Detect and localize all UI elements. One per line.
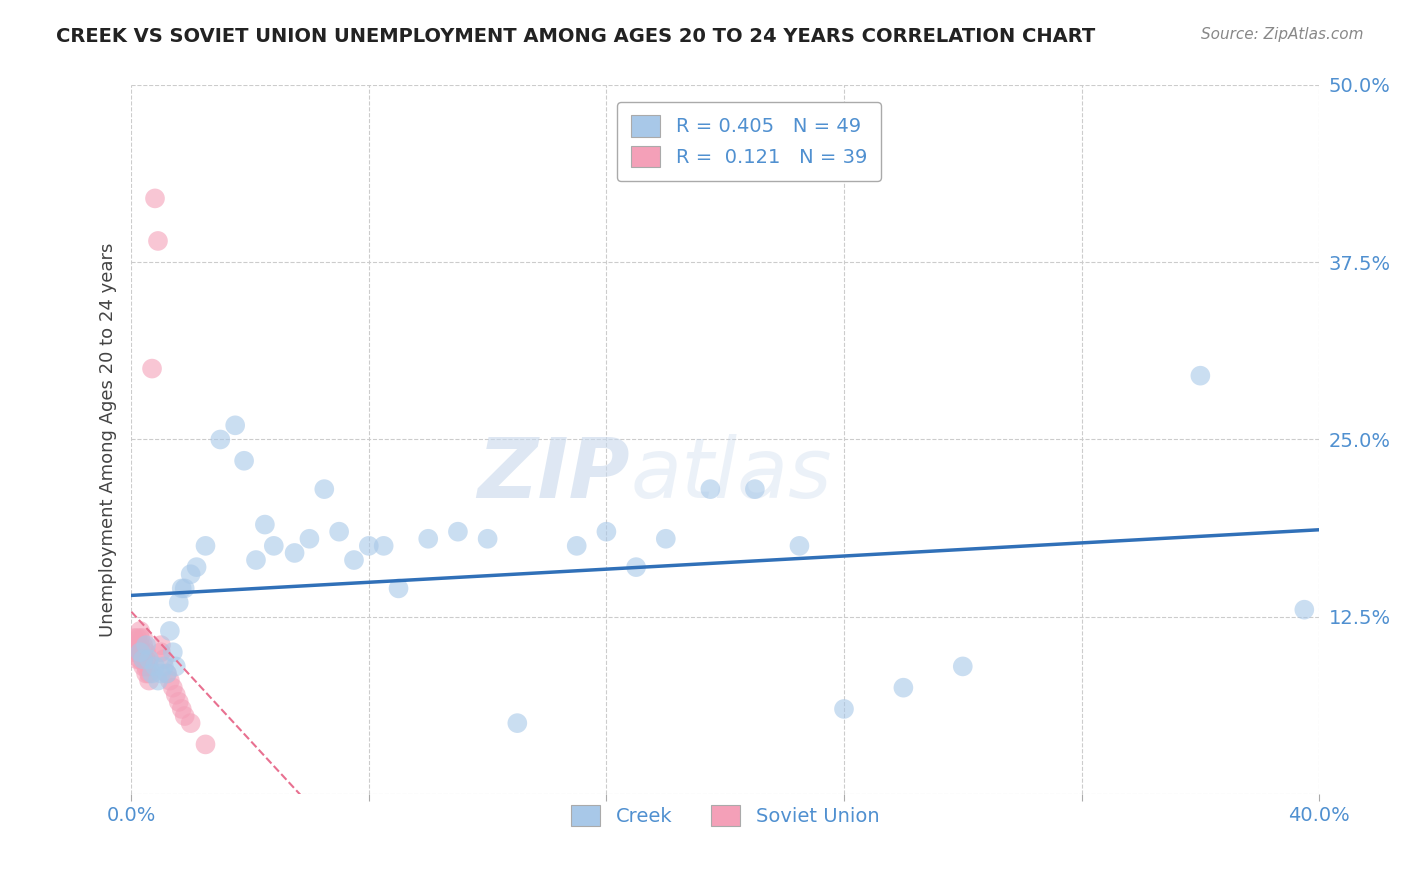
Point bbox=[789, 539, 811, 553]
Point bbox=[173, 709, 195, 723]
Point bbox=[477, 532, 499, 546]
Point bbox=[224, 418, 246, 433]
Point bbox=[132, 652, 155, 666]
Point bbox=[832, 702, 855, 716]
Point bbox=[447, 524, 470, 539]
Point bbox=[699, 482, 721, 496]
Point bbox=[194, 539, 217, 553]
Point bbox=[129, 652, 152, 666]
Point bbox=[314, 482, 336, 496]
Point bbox=[127, 638, 149, 652]
Point bbox=[167, 695, 190, 709]
Point bbox=[138, 673, 160, 688]
Y-axis label: Unemployment Among Ages 20 to 24 years: Unemployment Among Ages 20 to 24 years bbox=[100, 243, 117, 637]
Point bbox=[170, 582, 193, 596]
Point bbox=[129, 631, 152, 645]
Point bbox=[595, 524, 617, 539]
Point bbox=[156, 666, 179, 681]
Point bbox=[263, 539, 285, 553]
Text: ZIP: ZIP bbox=[478, 434, 630, 516]
Point bbox=[135, 645, 157, 659]
Point bbox=[138, 666, 160, 681]
Point bbox=[328, 524, 350, 539]
Point bbox=[132, 659, 155, 673]
Point bbox=[132, 652, 155, 666]
Point bbox=[170, 702, 193, 716]
Point bbox=[162, 681, 184, 695]
Point bbox=[138, 652, 160, 666]
Text: Source: ZipAtlas.com: Source: ZipAtlas.com bbox=[1201, 27, 1364, 42]
Point bbox=[162, 645, 184, 659]
Point bbox=[129, 638, 152, 652]
Point bbox=[138, 659, 160, 673]
Point bbox=[141, 361, 163, 376]
Point bbox=[153, 652, 176, 666]
Text: atlas: atlas bbox=[630, 434, 832, 516]
Point bbox=[122, 631, 145, 645]
Point bbox=[180, 567, 202, 582]
Point bbox=[127, 645, 149, 659]
Point bbox=[357, 539, 380, 553]
Point bbox=[180, 716, 202, 731]
Point bbox=[624, 560, 647, 574]
Point bbox=[233, 454, 256, 468]
Point bbox=[135, 652, 157, 666]
Point bbox=[129, 624, 152, 638]
Point bbox=[141, 666, 163, 681]
Point bbox=[156, 666, 179, 681]
Point bbox=[373, 539, 395, 553]
Point bbox=[194, 738, 217, 752]
Point bbox=[186, 560, 208, 574]
Point bbox=[143, 191, 166, 205]
Point bbox=[159, 624, 181, 638]
Point bbox=[146, 234, 169, 248]
Point bbox=[146, 673, 169, 688]
Point bbox=[149, 645, 172, 659]
Point bbox=[565, 539, 588, 553]
Point bbox=[129, 645, 152, 659]
Point bbox=[159, 673, 181, 688]
Legend: Creek, Soviet Union: Creek, Soviet Union bbox=[564, 797, 887, 834]
Point bbox=[127, 652, 149, 666]
Point bbox=[209, 433, 232, 447]
Point bbox=[143, 659, 166, 673]
Point bbox=[127, 631, 149, 645]
Point bbox=[387, 582, 409, 596]
Point bbox=[149, 638, 172, 652]
Point bbox=[135, 638, 157, 652]
Point bbox=[1294, 602, 1316, 616]
Point bbox=[135, 666, 157, 681]
Point bbox=[165, 659, 187, 673]
Point bbox=[165, 688, 187, 702]
Point bbox=[149, 666, 172, 681]
Point bbox=[298, 532, 321, 546]
Point bbox=[173, 582, 195, 596]
Point bbox=[132, 645, 155, 659]
Point bbox=[343, 553, 366, 567]
Point bbox=[129, 645, 152, 659]
Point bbox=[284, 546, 307, 560]
Point bbox=[655, 532, 678, 546]
Point bbox=[122, 638, 145, 652]
Point bbox=[744, 482, 766, 496]
Point bbox=[245, 553, 267, 567]
Point bbox=[893, 681, 915, 695]
Point bbox=[135, 659, 157, 673]
Text: CREEK VS SOVIET UNION UNEMPLOYMENT AMONG AGES 20 TO 24 YEARS CORRELATION CHART: CREEK VS SOVIET UNION UNEMPLOYMENT AMONG… bbox=[56, 27, 1095, 45]
Point bbox=[153, 659, 176, 673]
Point bbox=[132, 638, 155, 652]
Point bbox=[1189, 368, 1212, 383]
Point bbox=[952, 659, 974, 673]
Point bbox=[418, 532, 440, 546]
Point bbox=[253, 517, 276, 532]
Point bbox=[167, 596, 190, 610]
Point bbox=[506, 716, 529, 731]
Point bbox=[132, 631, 155, 645]
Point bbox=[122, 645, 145, 659]
